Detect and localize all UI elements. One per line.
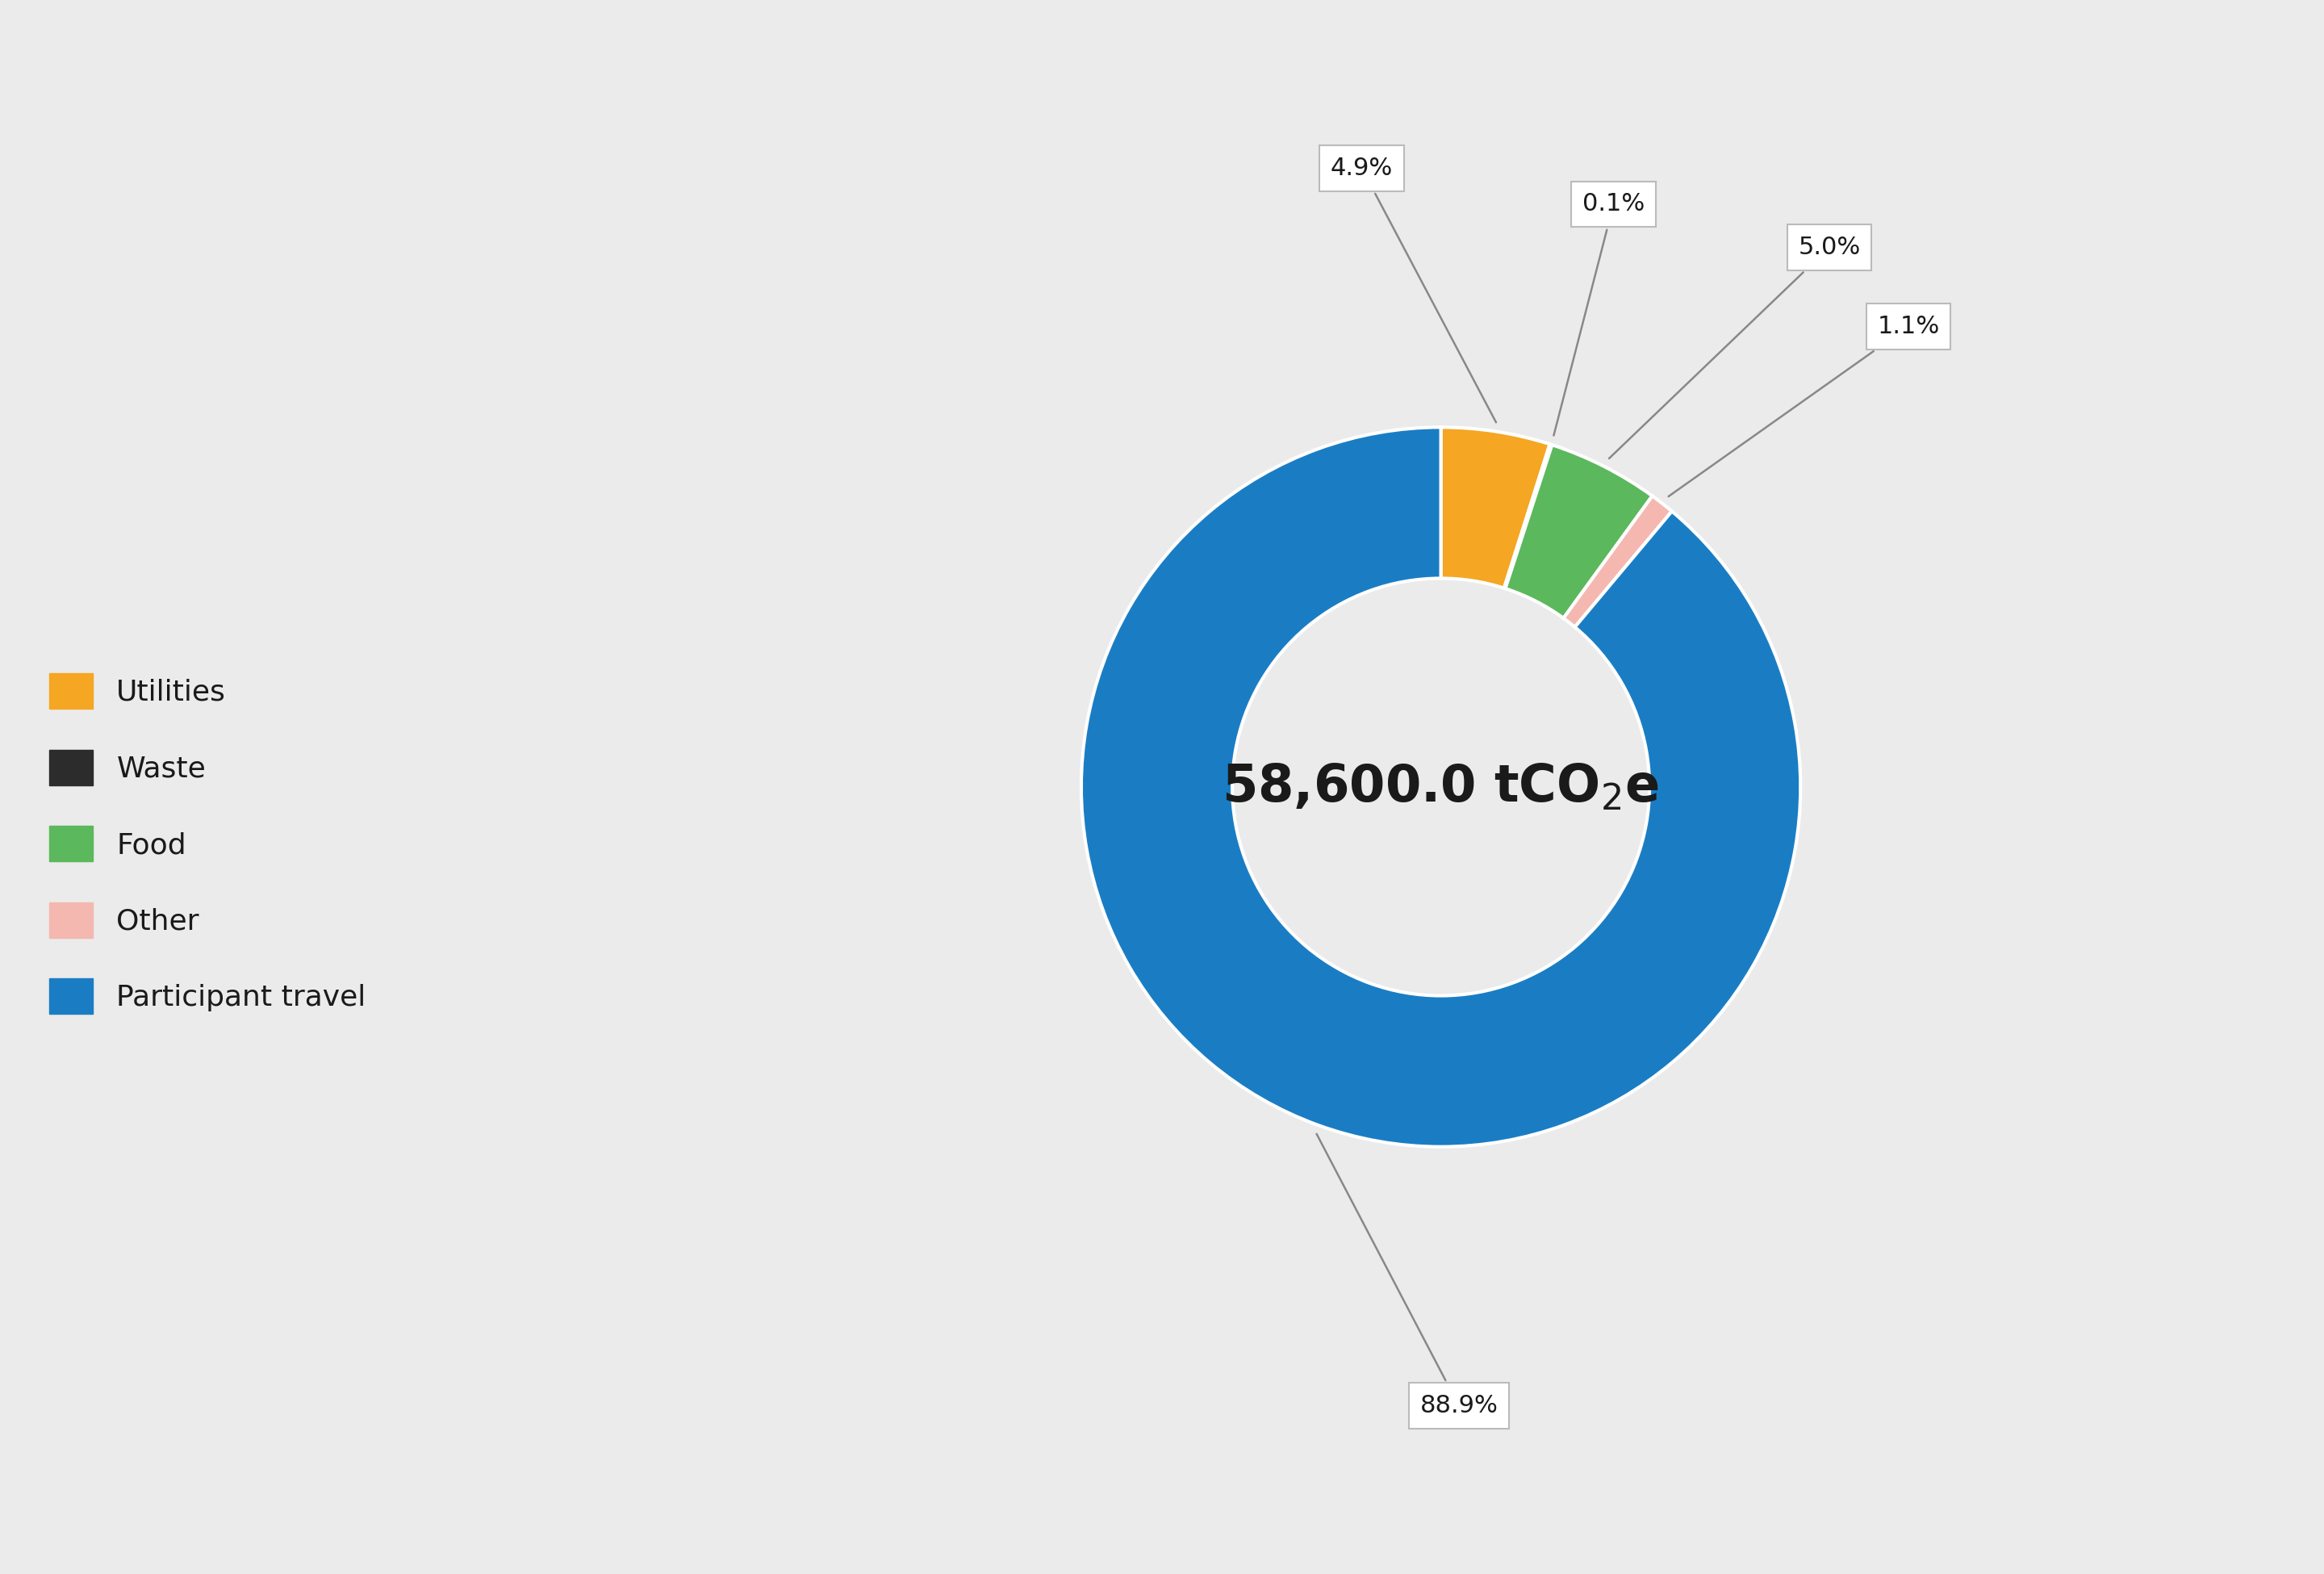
Wedge shape bbox=[1506, 445, 1652, 619]
Wedge shape bbox=[1564, 496, 1671, 626]
Text: 88.9%: 88.9% bbox=[1318, 1133, 1499, 1418]
Wedge shape bbox=[1441, 427, 1550, 589]
Legend: Utilities, Waste, Food, Other, Participant travel: Utilities, Waste, Food, Other, Participa… bbox=[49, 674, 365, 1014]
Text: 0.1%: 0.1% bbox=[1555, 192, 1645, 436]
Text: 58,600.0 tCO$_2$e: 58,600.0 tCO$_2$e bbox=[1222, 762, 1659, 812]
Text: 1.1%: 1.1% bbox=[1669, 315, 1941, 496]
Wedge shape bbox=[1504, 444, 1552, 589]
Text: 5.0%: 5.0% bbox=[1608, 236, 1862, 458]
Wedge shape bbox=[1081, 427, 1801, 1147]
Text: 4.9%: 4.9% bbox=[1332, 156, 1497, 422]
